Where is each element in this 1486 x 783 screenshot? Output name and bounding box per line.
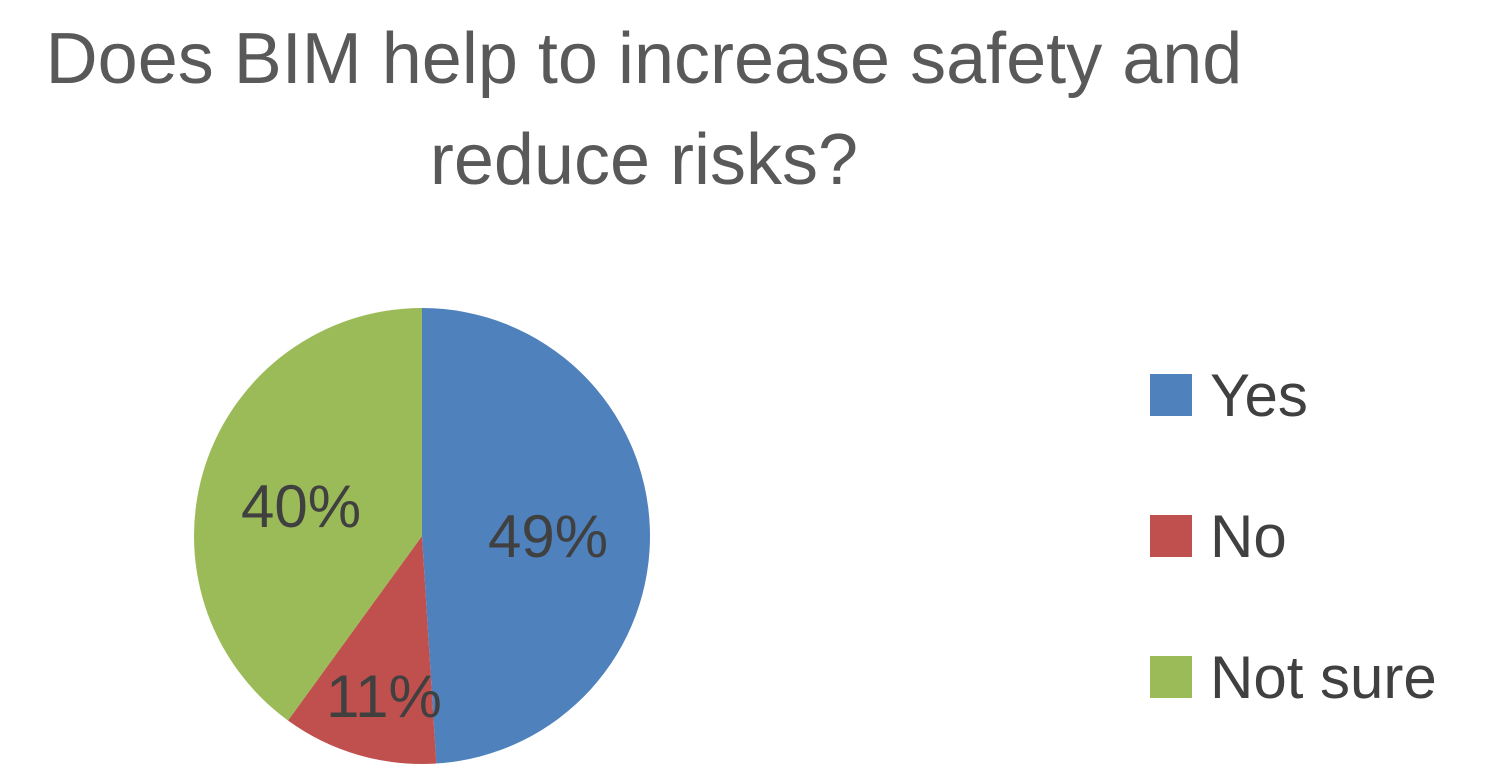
chart-title-line-1: Does BIM help to increase safety and <box>46 19 1243 99</box>
legend-item-no: No <box>1150 503 1287 570</box>
legend-label-no: No <box>1210 503 1287 570</box>
legend-label-yes: Yes <box>1210 362 1308 429</box>
data-label-not-sure: 40% <box>241 473 361 540</box>
pie-slices <box>193 308 651 765</box>
data-label-yes: 49% <box>488 503 608 570</box>
legend-label-not-sure: Not sure <box>1210 644 1437 711</box>
legend-swatch-not-sure <box>1150 656 1192 698</box>
chart-title: Does BIM help to increase safety and red… <box>46 19 1243 200</box>
legend-swatch-yes <box>1150 374 1192 416</box>
pie-slice-no <box>287 536 437 765</box>
legend-swatch-no <box>1150 515 1192 557</box>
data-label-no: 11% <box>326 663 442 730</box>
pie-slice-not-sure <box>193 308 422 721</box>
pie-slice-yes <box>422 308 651 764</box>
chart-title-line-2: reduce risks? <box>430 120 858 200</box>
legend-item-not-sure: Not sure <box>1150 644 1437 711</box>
legend: Yes No Not sure <box>1150 362 1437 711</box>
pie-data-labels: 49% 11% 40% <box>241 473 608 730</box>
legend-item-yes: Yes <box>1150 362 1308 429</box>
